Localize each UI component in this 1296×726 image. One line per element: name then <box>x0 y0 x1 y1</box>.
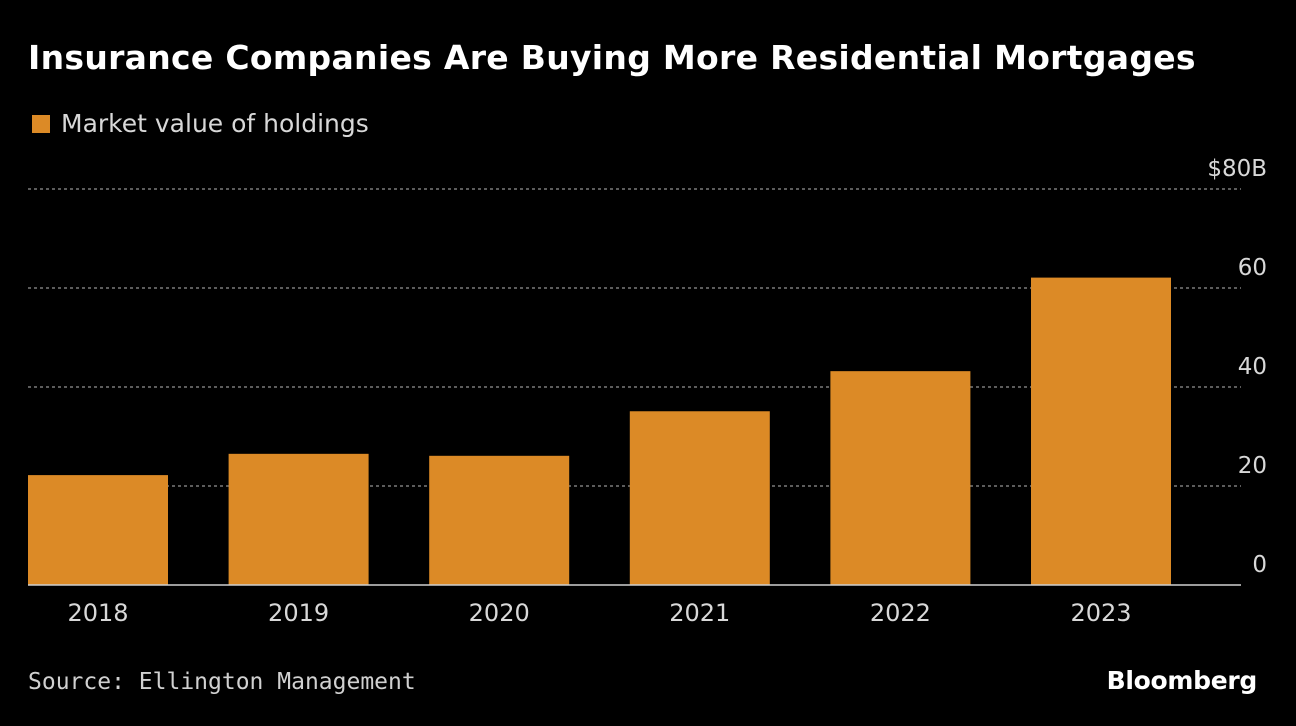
x-tick-label: 2018 <box>67 599 128 627</box>
source-note: Source: Ellington Management <box>28 669 416 695</box>
legend: Market value of holdings <box>32 109 369 138</box>
x-tick-label: 2022 <box>870 599 931 627</box>
chart-title: Insurance Companies Are Buying More Resi… <box>28 38 1196 77</box>
legend-label: Market value of holdings <box>61 109 369 138</box>
bar <box>629 411 770 585</box>
bar <box>28 475 168 585</box>
x-tick-label: 2020 <box>469 599 530 627</box>
x-tick-label: 2019 <box>268 599 329 627</box>
y-tick-label: 0 <box>1252 552 1267 578</box>
bar <box>1031 277 1171 585</box>
x-tick-label: 2021 <box>669 599 730 627</box>
bar <box>429 455 570 585</box>
bar <box>228 453 369 585</box>
y-tick-label: $80B <box>1207 156 1267 182</box>
y-tick-label: 60 <box>1238 255 1267 281</box>
bloomberg-logo: Bloomberg <box>1106 666 1258 695</box>
bar <box>830 371 971 585</box>
y-tick-label: 20 <box>1238 453 1267 479</box>
legend-swatch <box>32 114 50 133</box>
y-tick-label: 40 <box>1238 354 1267 380</box>
x-tick-label: 2023 <box>1070 599 1131 627</box>
